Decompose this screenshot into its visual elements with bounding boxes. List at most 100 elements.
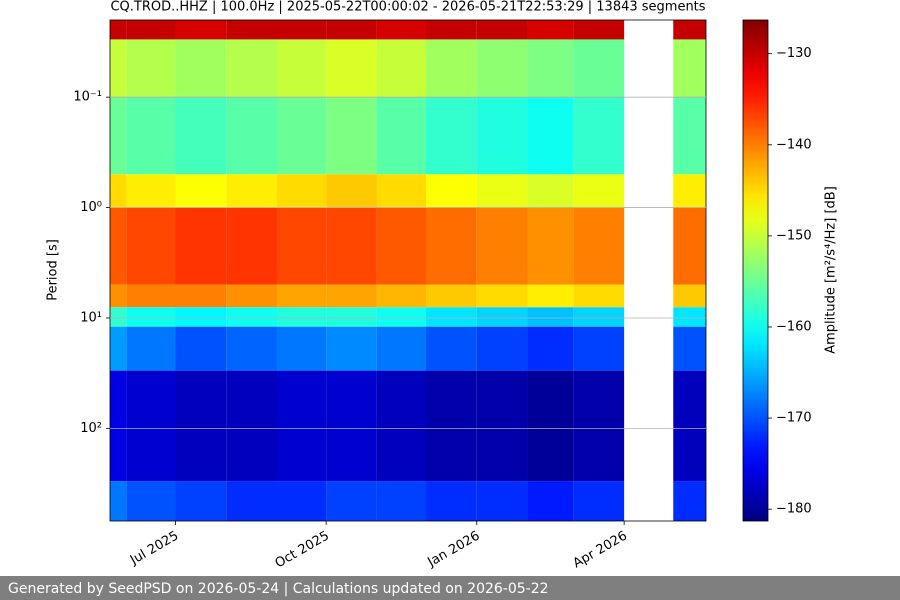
colorbar-label: Amplitude [m²/s⁴/Hz] [dB] [824, 186, 839, 354]
x-tick-label: Oct 2025 [273, 529, 332, 572]
heatmap-cell [527, 370, 574, 482]
heatmap-cell [175, 20, 227, 40]
heatmap-cell [527, 207, 574, 285]
heatmap-cell [476, 481, 528, 521]
heatmap-cell [126, 481, 176, 521]
heatmap-cell [110, 207, 127, 285]
heatmap-cell [277, 97, 327, 175]
heatmap-cell [110, 39, 127, 98]
heatmap-cell [175, 370, 227, 482]
colorbar-tick-label: −130 [776, 46, 812, 61]
heatmap-cell [326, 20, 377, 40]
heatmap-cell [673, 481, 706, 521]
heatmap-cell [376, 174, 427, 208]
x-tick-label: Jan 2026 [425, 529, 483, 571]
heatmap-cell [673, 284, 706, 308]
heatmap-cell [110, 284, 127, 308]
heatmap-cell [476, 307, 528, 327]
heatmap-cell [110, 174, 127, 208]
y-tick-label: 10⁻¹ [73, 90, 102, 105]
heatmap-cell [126, 20, 176, 40]
heatmap-cell [376, 326, 427, 371]
heatmap-cell [175, 326, 227, 371]
heatmap-cell [476, 174, 528, 208]
heatmap-cell [126, 174, 176, 208]
colorbar-tick-label: −180 [776, 502, 812, 517]
heatmap-cell [126, 207, 176, 285]
heatmap-cell [426, 326, 477, 371]
heatmap-cell [126, 307, 176, 327]
heatmap-cell [226, 481, 278, 521]
heatmap-cell [277, 370, 327, 482]
heatmap-cell [226, 20, 278, 40]
heatmap-cell [426, 370, 477, 482]
colorbar-tick-label: −160 [776, 319, 812, 334]
heatmap-cell [573, 20, 625, 40]
heatmap-cell [277, 39, 327, 98]
heatmap-cell [175, 284, 227, 308]
heatmap-cell [527, 481, 574, 521]
heatmap-cell [175, 97, 227, 175]
colorbar-tick-label: −170 [776, 411, 812, 426]
heatmap-cell [277, 307, 327, 327]
y-axis-label: Period [s] [46, 239, 61, 301]
heatmap-cell [326, 97, 377, 175]
heatmap-cell [226, 39, 278, 98]
heatmap-cell [527, 284, 574, 308]
heatmap-cell [673, 174, 706, 208]
y-tick-label: 10² [80, 421, 102, 436]
heatmap-cell [376, 20, 427, 40]
heatmap-cell [673, 326, 706, 371]
footer: Generated by SeedPSD on 2026-05-24 | Cal… [8, 581, 549, 597]
heatmap-cell [673, 207, 706, 285]
heatmap-cell [573, 39, 625, 98]
heatmap-cell [426, 307, 477, 327]
heatmap-cell [527, 326, 574, 371]
colorbar-tick-label: −150 [776, 228, 812, 243]
heatmap-cell [175, 207, 227, 285]
heatmap-cell [426, 481, 477, 521]
heatmap-cell [226, 284, 278, 308]
heatmap-cell [277, 326, 327, 371]
heatmap-cell [573, 97, 625, 175]
x-tick-label: Jul 2025 [127, 529, 181, 569]
y-tick-label: 10⁰ [80, 200, 102, 215]
heatmap-cell [126, 97, 176, 175]
plot-frame [109, 19, 707, 522]
heatmap-cell [326, 481, 377, 521]
heatmap-cell [110, 481, 127, 521]
heatmap-cell [573, 326, 625, 371]
heatmap-cell [476, 326, 528, 371]
heatmap-cell [175, 481, 227, 521]
heatmap-cell [527, 307, 574, 327]
y-tick-label: 10¹ [80, 310, 102, 325]
heatmap-cell [673, 39, 706, 98]
chart-title: CQ.TROD..HHZ | 100.0Hz | 2025-05-22T00:0… [110, 0, 705, 15]
heatmap-cell [110, 326, 127, 371]
heatmap-cell [326, 174, 377, 208]
heatmap-cell [326, 207, 377, 285]
heatmap-cell [226, 207, 278, 285]
heatmap-cell [277, 207, 327, 285]
heatmap-cell [426, 207, 477, 285]
heatmap-cell [527, 20, 574, 40]
heatmap-cell [573, 370, 625, 482]
heatmap-cell [527, 174, 574, 208]
heatmap-cell [673, 97, 706, 175]
heatmap-cell [573, 284, 625, 308]
heatmap-cell [527, 97, 574, 175]
heatmap-cell [476, 370, 528, 482]
heatmap-cell [573, 307, 625, 327]
heatmap-cell [277, 20, 327, 40]
heatmap-cell [126, 284, 176, 308]
heatmap-cell [476, 97, 528, 175]
heatmap-cell [426, 97, 477, 175]
heatmap-cell [175, 39, 227, 98]
heatmap-cell [573, 481, 625, 521]
heatmap-cell [110, 307, 127, 327]
heatmap-cell [476, 284, 528, 308]
heatmap-cell [376, 284, 427, 308]
heatmap-cell [110, 370, 127, 482]
heatmap-cell [326, 307, 377, 327]
